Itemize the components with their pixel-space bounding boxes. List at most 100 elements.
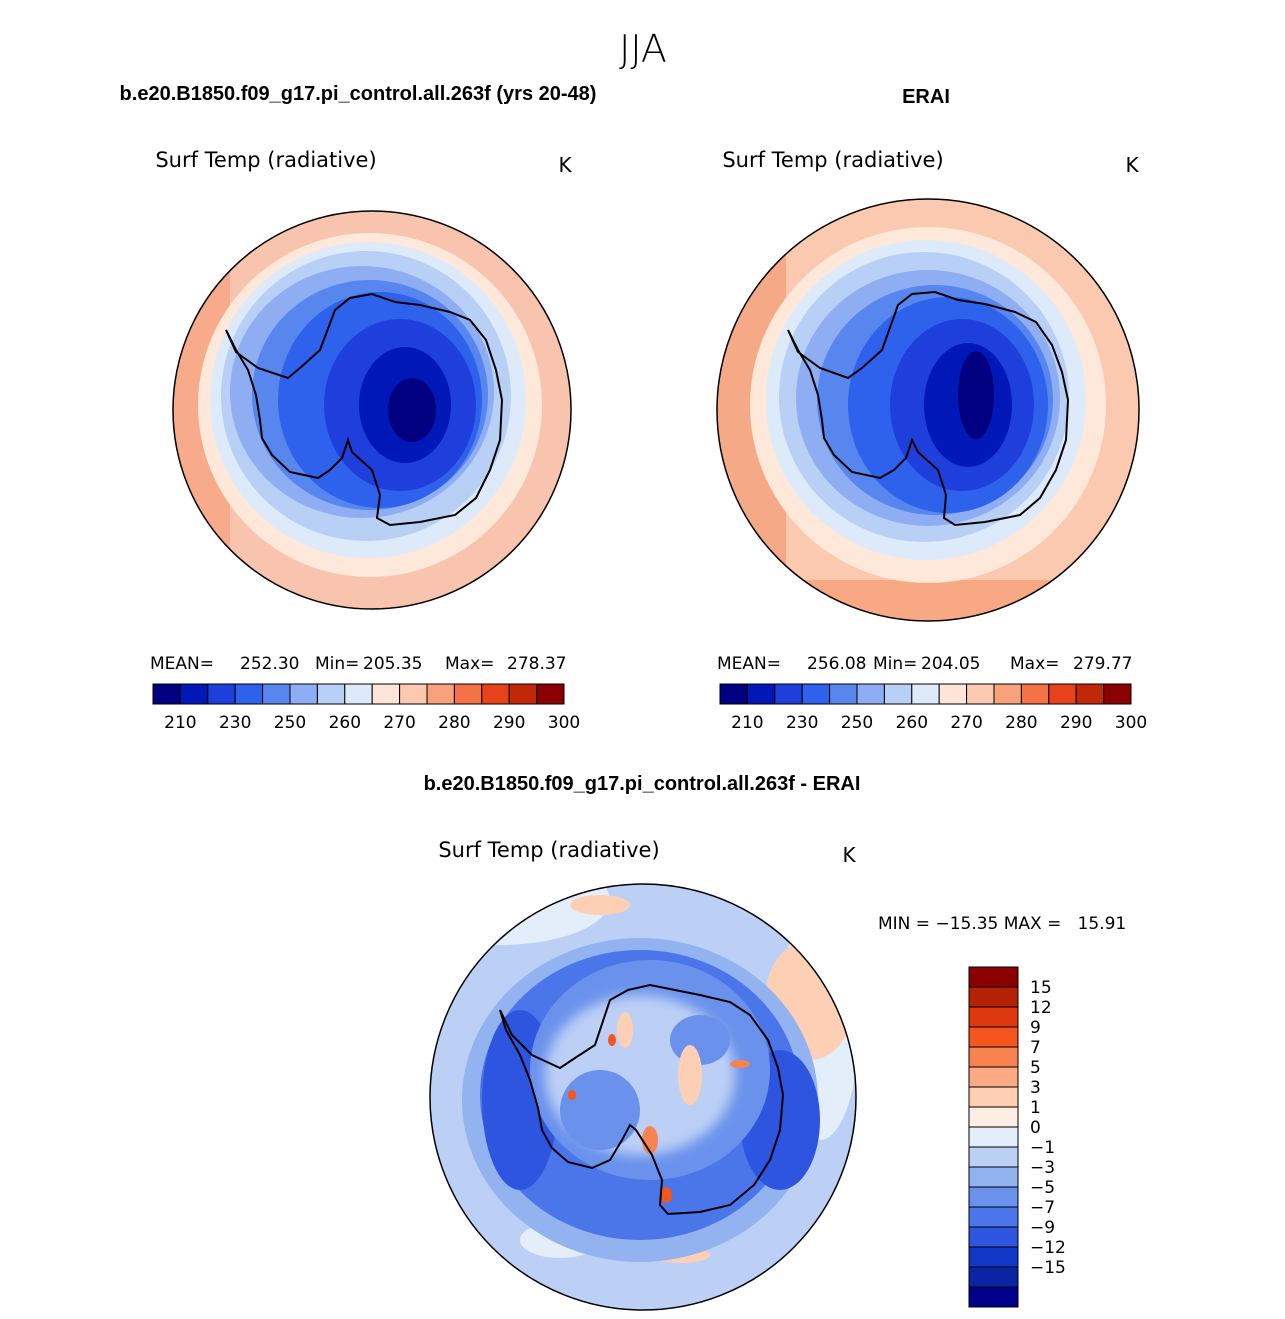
colorbar-swatch: [746, 683, 776, 705]
colorbar-swatch: [453, 683, 483, 705]
colorbar-swatch: [968, 1126, 1019, 1148]
colorbar-swatch: [968, 1026, 1019, 1048]
panel-model-units: K: [558, 153, 572, 177]
colorbar-swatch: [911, 683, 940, 705]
panel-model-colorbar: 210 230 250 260 270 280 290 300: [152, 683, 580, 733]
panel-erai-field-label: Surf Temp (radiative): [722, 148, 943, 172]
colorbar-tick-label: 230: [786, 713, 818, 733]
colorbar-tick-label: 270: [950, 713, 982, 733]
stat-mean-value: 256.08: [807, 654, 866, 674]
colorbar-swatch: [968, 1106, 1019, 1128]
panel-diff-map: [430, 884, 856, 1310]
colorbar-tick-label: 210: [731, 713, 763, 733]
stat-max-value: 279.77: [1073, 654, 1132, 674]
panel-diff-stats: MIN = −15.35 MAX = 15.91: [878, 914, 1126, 934]
panel-model-field-label: Surf Temp (radiative): [155, 148, 376, 172]
panel-erai-colorbar: 210 230 250 260 270 280 290 300: [719, 683, 1147, 733]
panel-erai-map: [717, 199, 1139, 621]
colorbar-swatch: [234, 683, 264, 705]
colorbar-tick-label: −7: [1030, 1198, 1055, 1218]
stat-min-label: Min=: [873, 654, 917, 674]
colorbar-swatch: [883, 683, 913, 705]
colorbar-tick-label: 300: [1115, 713, 1147, 733]
panel-erai-stats: MEAN= 256.08 Min= 204.05 Max= 279.77: [717, 654, 1132, 674]
panel-diff-units: K: [842, 843, 856, 867]
colorbar-swatch: [344, 683, 373, 705]
panel-diff-field-label: Surf Temp (radiative): [438, 838, 659, 862]
colorbar-tick-label: 250: [841, 713, 873, 733]
colorbar-swatch: [399, 683, 428, 705]
colorbar-swatch: [289, 683, 318, 705]
panel-model-case-title: b.e20.B1850.f09_g17.pi_control.all.263f …: [120, 83, 597, 105]
colorbar-tick-label: −12: [1030, 1238, 1066, 1258]
colorbar-tick-label: −15: [1030, 1258, 1066, 1278]
colorbar-swatch: [968, 1046, 1019, 1068]
colorbar-tick-label: 280: [438, 713, 470, 733]
colorbar-swatch: [966, 683, 995, 705]
colorbar-swatch: [262, 683, 291, 705]
stat-min-value: 205.35: [363, 654, 422, 674]
colorbar-swatch: [968, 1206, 1019, 1228]
colorbar-swatch: [829, 683, 858, 705]
colorbar-tick-label: 1: [1030, 1098, 1041, 1118]
colorbar-tick-label: −1: [1030, 1138, 1055, 1158]
stat-mean-label: MEAN=: [717, 654, 781, 674]
colorbar-swatch: [968, 1266, 1019, 1288]
colorbar-swatch: [801, 683, 831, 705]
colorbar-tick-label: −9: [1030, 1218, 1055, 1238]
colorbar-tick-label: 270: [383, 713, 415, 733]
colorbar-swatch: [968, 1246, 1019, 1268]
colorbar-swatch: [968, 1146, 1019, 1168]
colorbar-tick-label: 7: [1030, 1038, 1041, 1058]
colorbar-swatch: [207, 683, 236, 705]
antarctica-coastline: [787, 290, 1070, 527]
stat-mean-label: MEAN=: [150, 654, 214, 674]
colorbar-swatch: [968, 1186, 1019, 1208]
panel-model: b.e20.B1850.f09_g17.pi_control.all.263f …: [120, 83, 597, 733]
stat-min-value: 204.05: [921, 654, 980, 674]
colorbar-tick-label: 5: [1030, 1058, 1041, 1078]
colorbar-swatch: [993, 683, 1022, 705]
colorbar-tick-label: 300: [548, 713, 580, 733]
colorbar-tick-label: 9: [1030, 1018, 1041, 1038]
stat-mean-value: 252.30: [240, 654, 299, 674]
colorbar-swatch: [968, 1066, 1019, 1088]
panel-erai-map-border: [716, 198, 1140, 622]
colorbar-swatch: [856, 683, 885, 705]
colorbar-tick-label: 280: [1005, 713, 1037, 733]
colorbar-swatch: [968, 1086, 1019, 1108]
antarctica-coastline: [499, 983, 785, 1216]
colorbar-tick-label: 210: [164, 713, 196, 733]
panel-erai: ERAI Surf Temp (radiative) K MEAN= 256.0…: [716, 86, 1147, 733]
colorbar-tick-label: 290: [1060, 713, 1092, 733]
colorbar-swatch: [316, 683, 346, 705]
colorbar-swatch: [179, 683, 209, 705]
colorbar-tick-label: 260: [896, 713, 928, 733]
panel-diff-map-border: [429, 883, 857, 1311]
colorbar-tick-label: 290: [493, 713, 525, 733]
colorbar-swatch: [481, 683, 510, 705]
colorbar-swatch: [508, 683, 538, 705]
colorbar-tick-label: −3: [1030, 1158, 1055, 1178]
colorbar-tick-label: −5: [1030, 1178, 1055, 1198]
colorbar-swatch: [1075, 683, 1105, 705]
colorbar-tick-label: 260: [329, 713, 361, 733]
colorbar-swatch: [426, 683, 455, 705]
colorbar-tick-label: 12: [1030, 998, 1052, 1018]
colorbar-swatch: [968, 986, 1019, 1008]
colorbar-swatch: [719, 683, 748, 705]
colorbar-tick-label: 0: [1030, 1118, 1041, 1138]
colorbar-swatch: [1048, 683, 1077, 705]
colorbar-tick-label: 3: [1030, 1078, 1041, 1098]
colorbar-swatch: [536, 683, 565, 705]
panel-model-map-border: [172, 210, 572, 610]
panel-erai-units: K: [1125, 153, 1139, 177]
colorbar-swatch: [968, 1006, 1019, 1028]
panel-model-stats: MEAN= 252.30 Min= 205.35 Max= 278.37: [150, 654, 566, 674]
stat-max-label: Max=: [445, 654, 494, 674]
colorbar-swatch: [152, 683, 181, 705]
panel-diff-title: b.e20.B1850.f09_g17.pi_control.all.263f …: [424, 773, 861, 795]
colorbar-tick-label: 250: [274, 713, 306, 733]
